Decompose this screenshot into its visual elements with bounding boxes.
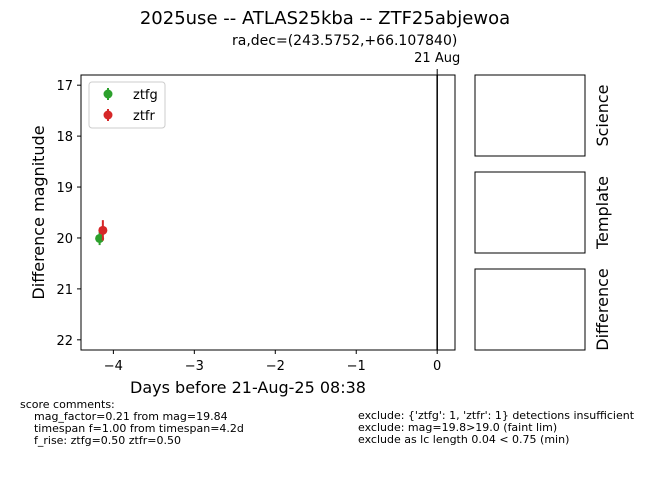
chart-title: 2025use -- ATLAS25kba -- ZTF25abjewoa: [139, 8, 511, 29]
score-comment-line: f_rise: ztfg=0.50 ztfr=0.50: [20, 434, 181, 447]
exclude-comment-line: exclude: {'ztfg': 1, 'ztfr': 1} detectio…: [358, 409, 635, 422]
x-tick-label: −4: [104, 359, 123, 374]
exclude-comment-line: exclude as lc length 0.04 < 0.75 (min): [358, 433, 570, 446]
legend-label-ztfg: ztfg: [133, 88, 158, 103]
y-tick-label: 19: [56, 181, 73, 196]
y-tick-label: 18: [56, 130, 73, 145]
difference-image-panel: [474, 268, 586, 351]
template-image-panel: [474, 171, 586, 254]
science-image-panel: [474, 74, 586, 157]
difference-panel-label: Difference: [593, 268, 612, 350]
x-tick-label: −2: [266, 359, 285, 374]
legend-label-ztfr: ztfr: [133, 109, 155, 124]
legend-marker-ztfr: [103, 110, 113, 120]
score-comment-line: score comments:: [20, 398, 115, 411]
science-panel-label: Science: [593, 84, 612, 146]
date-marker-label: 21 Aug: [414, 51, 460, 66]
score-comment-line: mag_factor=0.21 from mag=19.84: [20, 410, 228, 423]
x-axis-label: Days before 21-Aug-25 08:38: [130, 378, 366, 397]
x-tick-label: 0: [433, 359, 441, 374]
y-tick-label: 20: [56, 232, 73, 247]
exclude-comment-line: exclude: mag=19.8>19.0 (faint lim): [358, 421, 558, 434]
score-comments: score comments: mag_factor=0.21 from mag…: [20, 399, 244, 447]
score-comment-line: timespan f=1.00 from timespan=4.2d: [20, 422, 244, 435]
legend-marker-ztfg: [103, 89, 113, 99]
plot-frame: [80, 74, 456, 351]
chart-subtitle: ra,dec=(243.5752,+66.107840): [232, 33, 458, 49]
y-tick-label: 17: [56, 79, 73, 94]
y-axis-label: Difference magnitude: [29, 125, 48, 299]
template-panel-label: Template: [593, 176, 612, 250]
exclude-comments: exclude: {'ztfg': 1, 'ztfr': 1} detectio…: [358, 410, 634, 446]
y-tick-label: 22: [56, 334, 73, 349]
data-point-ztfr: [98, 225, 108, 235]
y-tick-label: 21: [56, 283, 73, 298]
x-tick-label: −3: [185, 359, 204, 374]
x-tick-label: −1: [347, 359, 366, 374]
